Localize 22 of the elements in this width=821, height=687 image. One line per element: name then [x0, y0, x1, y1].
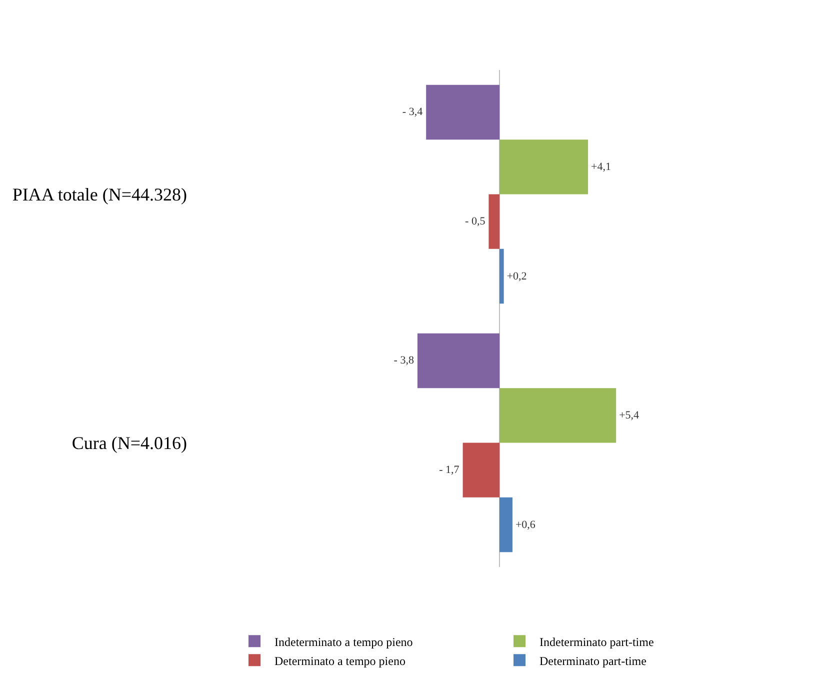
bar [500, 140, 588, 194]
legend-label: Indeterminato part-time [540, 634, 654, 649]
bar [500, 248, 504, 304]
data-label: +4,1 [591, 160, 611, 173]
bar [462, 442, 500, 498]
legend-label: Determinato a tempo pieno [274, 654, 406, 668]
data-label: +0,6 [515, 518, 536, 531]
data-label: - 1,7 [439, 464, 460, 476]
bar [426, 84, 500, 140]
bar [417, 333, 500, 388]
data-label: - 3,8 [394, 354, 414, 367]
legend-label: Determinato part-time [540, 654, 646, 668]
y-tick-label: Cura (N=4.016) [72, 433, 187, 454]
y-tick-label: PIAA totale (N=44.328) [12, 184, 187, 205]
data-label: - 0,5 [465, 216, 486, 228]
legend-label: Indeterminato a tempo pieno [274, 634, 413, 649]
data-label: - 3,4 [402, 106, 424, 118]
bar [500, 497, 512, 552]
bar [500, 388, 616, 443]
data-label: +5,4 [619, 409, 640, 422]
data-label: +0,2 [506, 270, 527, 282]
bar [488, 194, 500, 249]
